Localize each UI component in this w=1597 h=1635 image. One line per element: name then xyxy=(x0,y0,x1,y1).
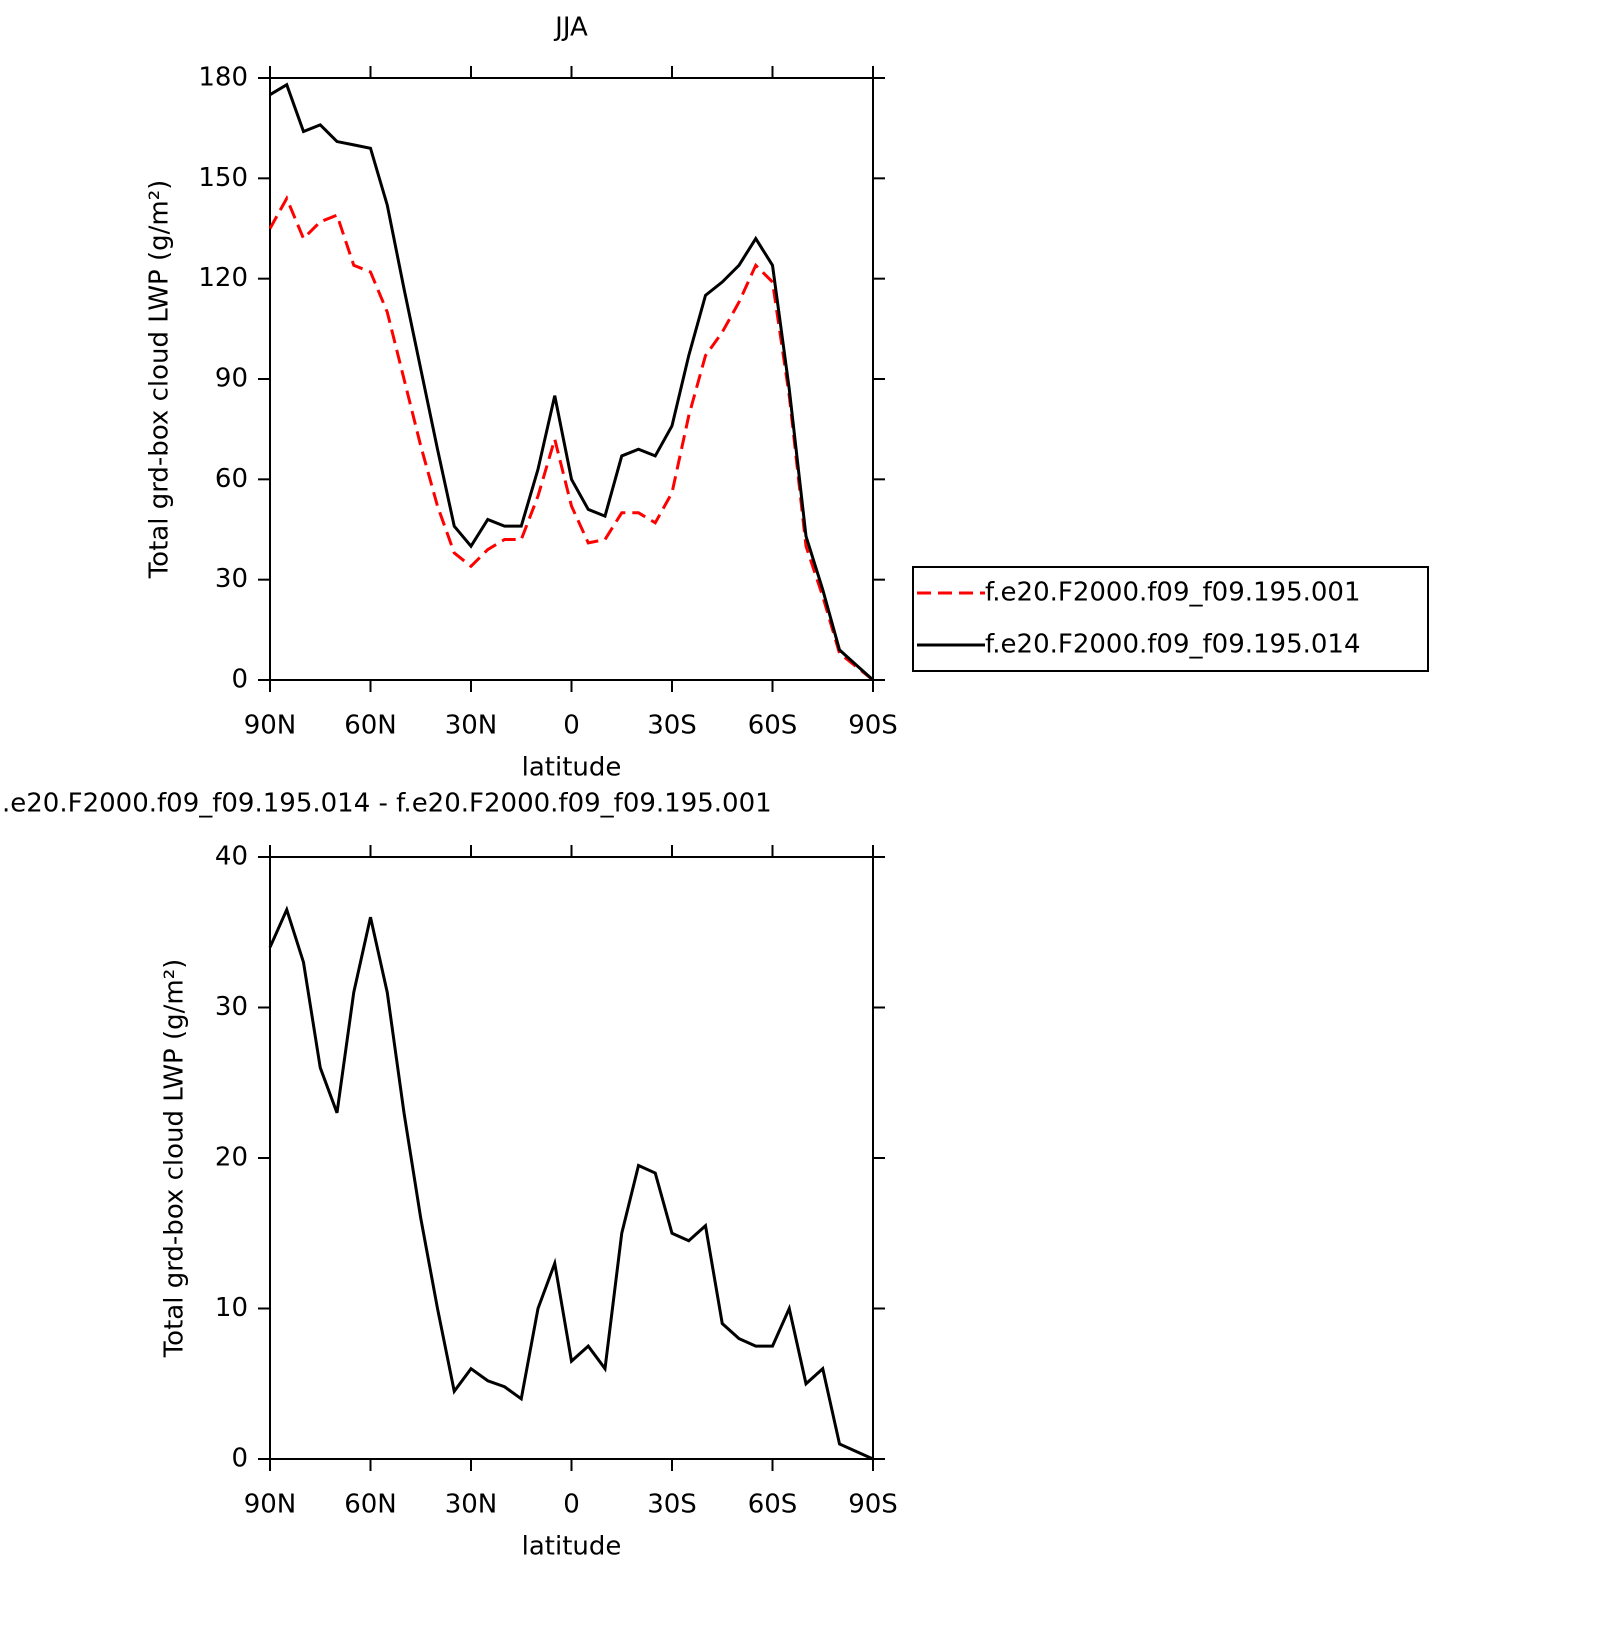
x-axis-label: latitude xyxy=(522,1532,622,1562)
legend-label: f.e20.F2000.f09_f09.195.014 xyxy=(985,630,1361,660)
x-tick-label: 60S xyxy=(748,711,798,741)
x-tick-label: 0 xyxy=(563,1490,580,1520)
y-tick-label: 150 xyxy=(198,163,248,193)
plot-frame xyxy=(269,856,874,1460)
y-tick-label: 30 xyxy=(215,564,248,594)
x-tick-label: 60N xyxy=(344,711,397,741)
y-tick-label: 20 xyxy=(215,1143,248,1173)
x-tick-label: 90S xyxy=(848,711,898,741)
y-tick-label: 120 xyxy=(198,263,248,293)
x-tick-label: 30S xyxy=(647,711,697,741)
x-tick-label: 90N xyxy=(244,1490,297,1520)
x-tick-label: 30N xyxy=(445,711,498,741)
legend-label: f.e20.F2000.f09_f09.195.001 xyxy=(985,578,1361,608)
y-tick-label: 40 xyxy=(215,842,248,872)
y-tick-label: 180 xyxy=(198,63,248,93)
series-line xyxy=(269,82,875,682)
x-tick-label: 0 xyxy=(563,711,580,741)
y-tick-label: 0 xyxy=(231,665,248,695)
y-tick-label: 10 xyxy=(215,1293,248,1323)
x-tick-label: 60S xyxy=(748,1490,798,1520)
y-tick-label: 60 xyxy=(215,464,248,494)
x-tick-label: 60N xyxy=(344,1490,397,1520)
x-tick-label: 90N xyxy=(244,711,297,741)
plot-frame xyxy=(269,77,874,681)
y-axis-label: Total grd-box cloud LWP (g/m²) xyxy=(145,180,175,580)
x-tick-label: 30S xyxy=(647,1490,697,1520)
chart-title: .e20.F2000.f09_f09.195.014 - f.e20.F2000… xyxy=(2,789,772,819)
legend-box xyxy=(912,566,1429,672)
x-tick-label: 90S xyxy=(848,1490,898,1520)
x-tick-label: 30N xyxy=(445,1490,498,1520)
y-tick-label: 0 xyxy=(231,1444,248,1474)
series-line xyxy=(268,905,874,1461)
y-tick-label: 30 xyxy=(215,992,248,1022)
y-tick-label: 90 xyxy=(215,364,248,394)
x-axis-label: latitude xyxy=(522,753,622,783)
chart-title: JJA xyxy=(553,13,588,43)
y-axis-label: Total grd-box cloud LWP (g/m²) xyxy=(160,959,190,1359)
series-line xyxy=(268,194,874,682)
